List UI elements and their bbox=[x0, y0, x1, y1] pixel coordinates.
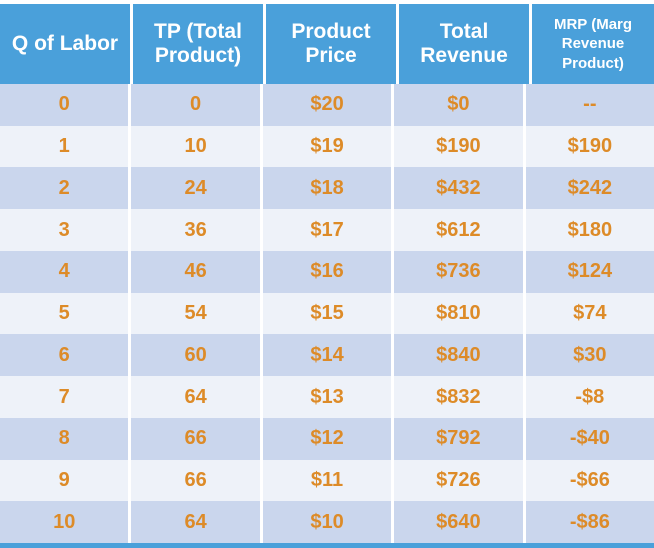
cell-product-price: $11 bbox=[262, 459, 395, 502]
cell-total-product: 54 bbox=[131, 292, 263, 335]
column-header-total-product: TP (Total Product) bbox=[133, 4, 266, 84]
cell-total-product: 10 bbox=[131, 125, 263, 168]
table-row: 2 24 $18 $432 $242 bbox=[0, 167, 654, 210]
cell-product-price: $16 bbox=[262, 250, 395, 293]
table-row: 6 60 $14 $840 $30 bbox=[0, 334, 654, 377]
cell-mrp: -$40 bbox=[525, 417, 654, 460]
cell-q-of-labor: 9 bbox=[0, 459, 132, 502]
table-row: 1 10 $19 $190 $190 bbox=[0, 125, 654, 168]
cell-total-product: 46 bbox=[131, 250, 263, 293]
cell-product-price: $14 bbox=[262, 334, 395, 377]
table-row: 3 36 $17 $612 $180 bbox=[0, 209, 654, 251]
table-header-row: Q of Labor TP (Total Product) Product Pr… bbox=[0, 4, 654, 84]
column-header-total-revenue: Total Revenue bbox=[399, 4, 532, 84]
cell-product-price: $17 bbox=[262, 209, 395, 251]
cell-product-price: $13 bbox=[262, 376, 395, 418]
table-row: 10 64 $10 $640 -$86 bbox=[0, 501, 654, 544]
cell-product-price: $12 bbox=[262, 417, 395, 460]
cell-mrp: -- bbox=[525, 84, 654, 126]
cell-q-of-labor: 5 bbox=[0, 292, 132, 335]
cell-total-revenue: $832 bbox=[394, 376, 526, 418]
column-header-q-of-labor: Q of Labor bbox=[0, 4, 133, 84]
table-row: 5 54 $15 $810 $74 bbox=[0, 292, 654, 335]
table-row: 9 66 $11 $726 -$66 bbox=[0, 459, 654, 502]
column-header-product-price: Product Price bbox=[266, 4, 399, 84]
cell-mrp: -$8 bbox=[525, 376, 654, 418]
cell-mrp: -$86 bbox=[525, 501, 654, 544]
cell-q-of-labor: 8 bbox=[0, 417, 132, 460]
cell-total-revenue: $0 bbox=[394, 84, 526, 126]
cell-mrp: $190 bbox=[525, 125, 654, 168]
cell-total-product: 66 bbox=[131, 459, 263, 502]
cell-product-price: $10 bbox=[262, 501, 395, 544]
table-body: 0 0 $20 $0 -- 1 10 $19 $190 $190 2 24 $1… bbox=[0, 84, 654, 544]
cell-product-price: $19 bbox=[262, 125, 395, 168]
cell-total-product: 0 bbox=[131, 84, 263, 126]
table-row: 7 64 $13 $832 -$8 bbox=[0, 376, 654, 418]
cell-total-revenue: $640 bbox=[394, 501, 526, 544]
cell-total-product: 66 bbox=[131, 417, 263, 460]
cell-q-of-labor: 7 bbox=[0, 376, 132, 418]
table-row: 8 66 $12 $792 -$40 bbox=[0, 417, 654, 460]
bottom-edge-strip bbox=[0, 543, 654, 548]
cell-mrp: -$66 bbox=[525, 459, 654, 502]
cell-total-revenue: $612 bbox=[394, 209, 526, 251]
cell-mrp: $180 bbox=[525, 209, 654, 251]
cell-total-revenue: $810 bbox=[394, 292, 526, 335]
column-header-mrp: MRP (Marg Revenue Product) bbox=[532, 4, 654, 84]
cell-total-revenue: $190 bbox=[394, 125, 526, 168]
cell-mrp: $124 bbox=[525, 250, 654, 293]
cell-q-of-labor: 1 bbox=[0, 125, 132, 168]
table-row: 0 0 $20 $0 -- bbox=[0, 84, 654, 126]
cell-q-of-labor: 2 bbox=[0, 167, 132, 210]
cell-q-of-labor: 3 bbox=[0, 209, 132, 251]
cell-product-price: $20 bbox=[262, 84, 395, 126]
cell-total-product: 64 bbox=[131, 501, 263, 544]
cell-q-of-labor: 10 bbox=[0, 501, 132, 544]
cell-q-of-labor: 4 bbox=[0, 250, 132, 293]
cell-mrp: $74 bbox=[525, 292, 654, 335]
table-row: 4 46 $16 $736 $124 bbox=[0, 250, 654, 293]
cell-mrp: $30 bbox=[525, 334, 654, 377]
cell-total-revenue: $792 bbox=[394, 417, 526, 460]
cell-mrp: $242 bbox=[525, 167, 654, 210]
cell-total-revenue: $736 bbox=[394, 250, 526, 293]
cell-q-of-labor: 0 bbox=[0, 84, 132, 126]
cell-product-price: $15 bbox=[262, 292, 395, 335]
cell-total-revenue: $840 bbox=[394, 334, 526, 377]
cell-total-revenue: $432 bbox=[394, 167, 526, 210]
cell-product-price: $18 bbox=[262, 167, 395, 210]
cell-total-product: 60 bbox=[131, 334, 263, 377]
cell-total-product: 64 bbox=[131, 376, 263, 418]
cell-total-product: 24 bbox=[131, 167, 263, 210]
cell-q-of-labor: 6 bbox=[0, 334, 132, 377]
cell-total-revenue: $726 bbox=[394, 459, 526, 502]
cell-total-product: 36 bbox=[131, 209, 263, 251]
